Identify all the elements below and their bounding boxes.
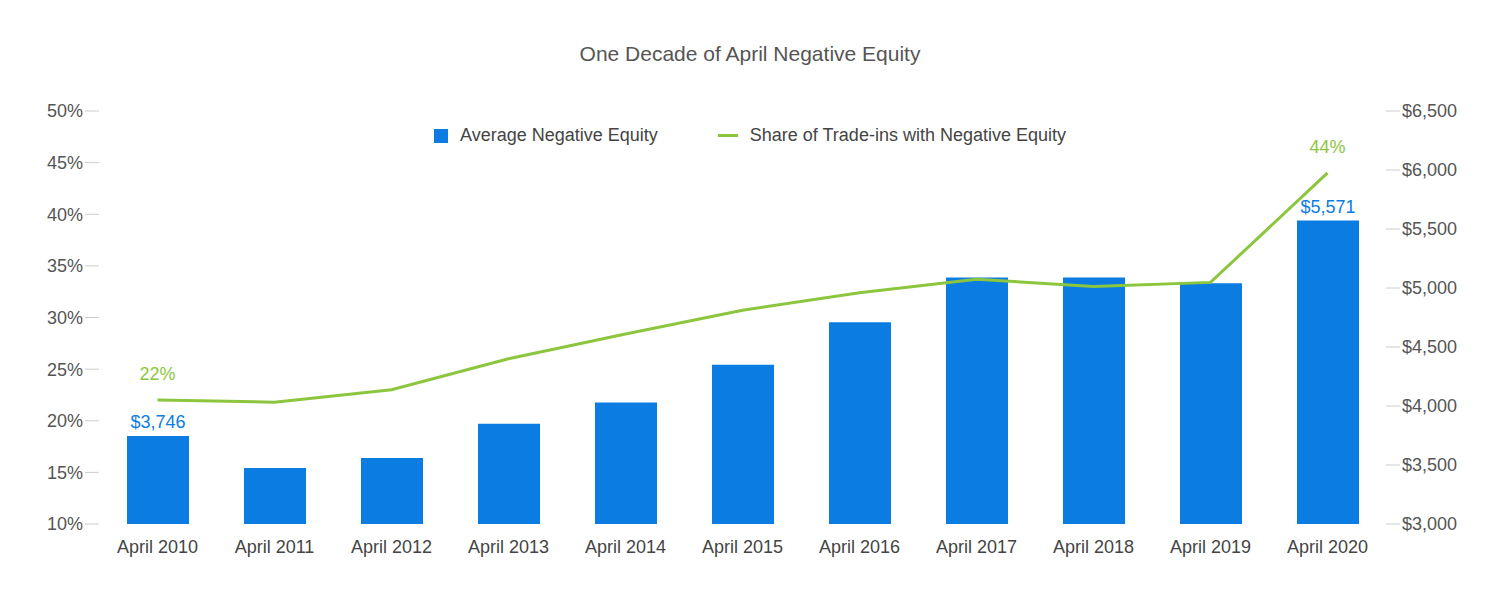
svg-text:$4,500: $4,500 — [1402, 337, 1457, 357]
svg-text:$5,000: $5,000 — [1402, 278, 1457, 298]
html-text:Average Negative Equity: Average Negative Equity — [460, 125, 658, 145]
svg-text:$3,746: $3,746 — [130, 412, 185, 432]
svg-text:April 2016: April 2016 — [819, 537, 900, 557]
svg-text:April 2017: April 2017 — [936, 537, 1017, 557]
svg-text:$5,571: $5,571 — [1300, 197, 1355, 217]
svg-text:April 2014: April 2014 — [585, 537, 666, 557]
svg-text:April 2011: April 2011 — [235, 537, 315, 557]
svg-text:22%: 22% — [139, 364, 175, 384]
svg-text:15%: 15% — [47, 463, 83, 483]
svg-text:$6,500: $6,500 — [1402, 101, 1457, 121]
svg-text:35%: 35% — [47, 256, 83, 276]
html-text:Share of Trade-ins with Negati: Share of Trade-ins with Negative Equity — [749, 125, 1066, 145]
svg-text:April 2015: April 2015 — [702, 537, 783, 557]
svg-text:20%: 20% — [47, 411, 83, 431]
svg-text:April 2010: April 2010 — [117, 537, 198, 557]
svg-text:30%: 30% — [47, 308, 83, 328]
svg-text:April 2012: April 2012 — [351, 537, 432, 557]
html-text:One Decade of April Negative E: One Decade of April Negative Equity — [579, 42, 921, 65]
svg-text:$3,000: $3,000 — [1402, 514, 1457, 534]
svg-text:$6,000: $6,000 — [1402, 160, 1457, 180]
svg-text:44%: 44% — [1309, 137, 1345, 157]
svg-text:April 2013: April 2013 — [468, 537, 549, 557]
svg-text:45%: 45% — [47, 153, 83, 173]
svg-text:April 2019: April 2019 — [1170, 537, 1251, 557]
svg-text:April 2018: April 2018 — [1053, 537, 1134, 557]
svg-text:10%: 10% — [47, 514, 83, 534]
svg-text:$5,500: $5,500 — [1402, 219, 1457, 239]
svg-text:April 2020: April 2020 — [1287, 537, 1368, 557]
svg-text:25%: 25% — [47, 360, 83, 380]
svg-text:$4,000: $4,000 — [1402, 396, 1457, 416]
svg-text:$3,500: $3,500 — [1402, 455, 1457, 475]
svg-text:40%: 40% — [47, 205, 83, 225]
svg-text:50%: 50% — [47, 101, 83, 121]
